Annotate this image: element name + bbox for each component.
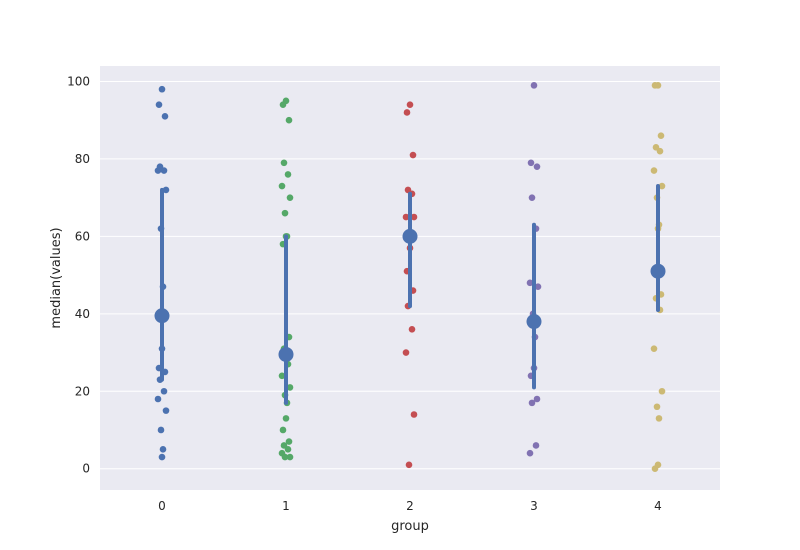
y-tick-label: 100 xyxy=(67,74,90,88)
strip-point xyxy=(280,159,288,167)
x-tick-label: 4 xyxy=(654,499,662,513)
strip-point xyxy=(533,163,541,170)
x-tick-label: 2 xyxy=(406,499,414,513)
strip-point xyxy=(284,446,292,453)
strip-point xyxy=(162,186,170,194)
y-axis-label: median(values) xyxy=(49,227,64,328)
strip-point xyxy=(285,116,293,124)
strip-point xyxy=(405,461,413,469)
strip-point xyxy=(286,453,294,461)
strip-point xyxy=(159,446,167,453)
strip-point xyxy=(286,384,294,391)
y-tick-label: 80 xyxy=(75,152,90,166)
strip-point xyxy=(657,132,665,139)
strip-point xyxy=(286,194,294,201)
strip-point xyxy=(402,349,410,356)
strip-point xyxy=(285,438,293,445)
strip-point xyxy=(533,395,541,403)
strip-point xyxy=(406,101,414,109)
strip-point xyxy=(658,182,666,190)
median-marker xyxy=(402,228,418,244)
strip-point xyxy=(160,167,168,174)
strip-point xyxy=(154,167,162,174)
strip-point xyxy=(410,411,418,418)
strip-point xyxy=(279,426,287,434)
strip-point xyxy=(658,387,666,395)
x-tick-label: 3 xyxy=(530,499,538,513)
x-tick-labels: 0 1 2 3 4 xyxy=(158,499,662,513)
strip-point xyxy=(278,182,286,190)
strip-point xyxy=(279,101,287,109)
strip-point xyxy=(534,283,542,291)
strip-point xyxy=(157,426,165,434)
strip-point xyxy=(530,82,538,89)
strip-point xyxy=(651,82,659,89)
strip-point xyxy=(526,449,534,457)
strip-point xyxy=(655,415,663,422)
median-marker xyxy=(650,263,666,279)
strip-point xyxy=(158,453,166,461)
strip-point xyxy=(281,209,289,217)
strip-point xyxy=(653,403,661,411)
strip-point xyxy=(528,194,536,201)
point-estimates xyxy=(154,184,666,405)
x-tick-label: 1 xyxy=(282,499,290,513)
y-tick-label: 0 xyxy=(82,462,90,476)
strip-point xyxy=(650,345,658,352)
strip-point xyxy=(278,372,286,380)
strip-point xyxy=(532,442,540,449)
strip-point xyxy=(650,167,658,174)
strip-point xyxy=(281,453,289,461)
strip-point xyxy=(282,415,290,422)
strip-point xyxy=(402,213,410,221)
x-axis-label: group xyxy=(391,519,429,534)
strip-point xyxy=(154,395,162,403)
strip-point xyxy=(160,387,168,395)
strip-point xyxy=(162,407,170,414)
y-tick-label: 60 xyxy=(75,229,90,243)
median-marker xyxy=(526,314,542,330)
strip-point xyxy=(528,399,536,407)
median-marker xyxy=(278,346,294,362)
y-tick-labels: 0 20 40 60 80 100 xyxy=(67,74,90,475)
strip-point xyxy=(409,151,417,159)
strip-point xyxy=(161,113,169,120)
y-tick-label: 40 xyxy=(75,307,90,321)
strip-point xyxy=(408,326,416,333)
strip-point xyxy=(526,279,534,287)
strip-point xyxy=(527,159,535,167)
strip-point xyxy=(284,171,292,178)
strip-point xyxy=(651,465,659,473)
strip-point xyxy=(158,85,166,93)
strip-point xyxy=(656,147,664,155)
strip-point xyxy=(410,213,418,221)
y-tick-label: 20 xyxy=(75,384,90,398)
median-marker xyxy=(154,308,170,324)
x-tick-label: 0 xyxy=(158,499,166,513)
strip-point xyxy=(403,109,411,116)
strip-point xyxy=(155,101,163,109)
